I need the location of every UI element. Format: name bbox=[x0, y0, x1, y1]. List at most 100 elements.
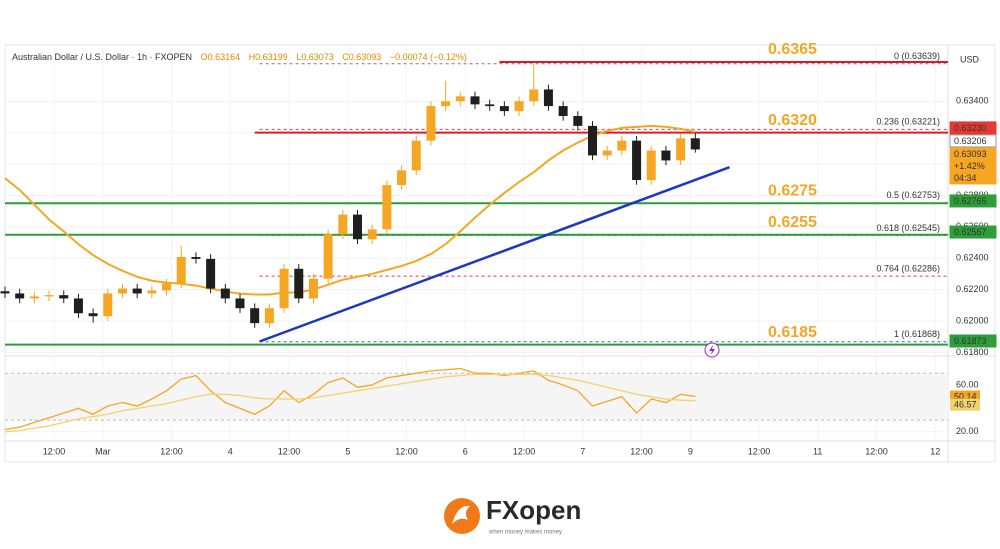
logo-brand: FXopen bbox=[486, 495, 581, 525]
candle-body bbox=[661, 150, 671, 161]
candle-body bbox=[15, 293, 25, 299]
ohlc-high: H0.63199 bbox=[249, 52, 288, 62]
candle-body bbox=[132, 288, 142, 294]
trendline bbox=[259, 166, 731, 343]
candle-body bbox=[338, 214, 348, 235]
price-tag-extra: 04:34 bbox=[954, 173, 977, 183]
candle-body bbox=[176, 257, 186, 284]
candle-body bbox=[220, 288, 230, 299]
candle-body bbox=[279, 268, 289, 309]
rsi-line bbox=[4, 367, 696, 431]
x-tick-label: 12 bbox=[930, 446, 940, 456]
candle-body bbox=[470, 96, 480, 105]
candle-body bbox=[353, 214, 362, 240]
candle-body bbox=[191, 257, 201, 259]
candle-body bbox=[514, 101, 524, 112]
x-tick-label: 12:00 bbox=[865, 446, 888, 456]
candle-body bbox=[323, 234, 333, 279]
level-label: 0.6365 bbox=[768, 41, 817, 58]
candle-body bbox=[543, 89, 553, 107]
candle-body bbox=[294, 268, 304, 299]
candle-body bbox=[308, 278, 318, 299]
candle-body bbox=[367, 229, 377, 240]
candle-body bbox=[235, 298, 245, 309]
y-tick-label: 0.62200 bbox=[956, 284, 989, 294]
x-tick-label: 12:00 bbox=[278, 446, 301, 456]
candle-body bbox=[573, 115, 583, 126]
candle-body bbox=[558, 106, 568, 116]
candle-body bbox=[646, 150, 656, 181]
ohlc-low: L0.63073 bbox=[296, 52, 334, 62]
x-tick-label: 9 bbox=[688, 446, 693, 456]
x-tick-label: 12:00 bbox=[513, 446, 536, 456]
price-tag bbox=[949, 225, 997, 239]
price-tag-label: 0.63206 bbox=[954, 136, 987, 146]
level-label: 0.6320 bbox=[768, 112, 817, 129]
ohlc-change: −0.00074 (−0.12%) bbox=[390, 52, 467, 62]
x-tick-label: 12:00 bbox=[160, 446, 183, 456]
candle-body bbox=[44, 295, 54, 297]
alert-icon[interactable] bbox=[704, 342, 720, 358]
x-tick-label: 12:00 bbox=[748, 446, 771, 456]
plot-layer: 0.618000.620000.622000.624000.626000.628… bbox=[0, 41, 997, 456]
price-tag-extra: +1.42% bbox=[954, 161, 985, 171]
x-tick-label: 12:00 bbox=[630, 446, 653, 456]
logo-tagline: when money makes money bbox=[488, 530, 562, 536]
symbol: Australian Dollar / U.S. Dollar · 1h · F… bbox=[12, 52, 192, 62]
candle-body bbox=[397, 170, 407, 186]
candle-body bbox=[29, 296, 39, 299]
candle-body bbox=[411, 140, 421, 171]
price-tag bbox=[949, 121, 997, 135]
candle-body bbox=[88, 313, 98, 317]
candle-body bbox=[485, 104, 495, 107]
candle-body bbox=[147, 290, 157, 294]
price-tag bbox=[949, 134, 997, 148]
x-tick-label: 11 bbox=[813, 446, 822, 456]
candle-body bbox=[264, 308, 274, 324]
fib-label: 0.764 (0.62286) bbox=[876, 264, 940, 274]
candle-body bbox=[118, 288, 127, 294]
value-tag bbox=[950, 398, 980, 411]
candle-body bbox=[602, 150, 612, 156]
y-tick-label: 20.00 bbox=[956, 426, 979, 436]
price-tag-label: 0.61873 bbox=[954, 336, 987, 346]
candle-body bbox=[499, 106, 509, 112]
ohlc-open: O0.63164 bbox=[201, 52, 241, 62]
fib-label: 0.618 (0.62545) bbox=[876, 223, 940, 233]
x-tick-label: Mar bbox=[95, 446, 111, 456]
candle-body bbox=[206, 258, 216, 289]
candle-body bbox=[382, 185, 392, 230]
candle-body bbox=[690, 138, 700, 150]
candle-body bbox=[617, 140, 627, 151]
y-tick-label: 0.63400 bbox=[956, 96, 989, 106]
candle-body bbox=[441, 101, 451, 107]
logo-dragon bbox=[452, 505, 470, 524]
y-tick-label: 0.62400 bbox=[956, 253, 989, 263]
x-tick-label: 7 bbox=[580, 446, 585, 456]
currency: USD bbox=[960, 54, 980, 64]
candle-body bbox=[162, 283, 172, 291]
moving-average bbox=[4, 124, 696, 296]
candle-body bbox=[426, 106, 436, 141]
price-tag-label: 0.63093 bbox=[954, 149, 987, 159]
candle-body bbox=[632, 140, 642, 181]
x-tick-label: 12:00 bbox=[395, 446, 418, 456]
ohlc-close: C0.63093 bbox=[342, 52, 381, 62]
price-tag-label: 0.62765 bbox=[954, 196, 987, 206]
y-tick-label: 0.61800 bbox=[956, 347, 989, 357]
candle-body bbox=[73, 298, 83, 314]
candle-body bbox=[103, 293, 113, 317]
value-tag-label: 46.57 bbox=[954, 400, 977, 410]
candle-body bbox=[588, 125, 597, 156]
fib-label: 0.5 (0.62753) bbox=[886, 190, 940, 200]
price-tag-label: 0.62567 bbox=[954, 227, 987, 237]
candle-body bbox=[250, 308, 260, 324]
candle-body bbox=[0, 291, 10, 294]
price-tag bbox=[949, 334, 997, 348]
alert-bolt[interactable] bbox=[709, 345, 715, 355]
fib-label: 1 (0.61868) bbox=[894, 329, 940, 339]
candle-body bbox=[676, 138, 686, 161]
value-tag-label: 50.14 bbox=[954, 391, 977, 401]
x-tick-label: 6 bbox=[463, 446, 468, 456]
